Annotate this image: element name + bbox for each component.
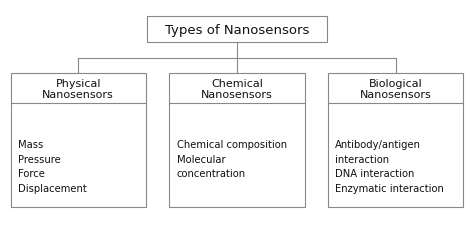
Text: Mass
Pressure
Force
Displacement: Mass Pressure Force Displacement: [18, 140, 87, 193]
Text: Chemical composition
Molecular
concentration: Chemical composition Molecular concentra…: [176, 140, 287, 178]
Text: Types of Nanosensors: Types of Nanosensors: [165, 24, 309, 36]
Bar: [170, 74, 304, 207]
Text: Chemical
Nanosensors: Chemical Nanosensors: [201, 78, 273, 100]
Text: Physical
Nanosensors: Physical Nanosensors: [42, 78, 114, 100]
Text: Antibody/antigen
interaction
DNA interaction
Enzymatic interaction: Antibody/antigen interaction DNA interac…: [336, 140, 444, 193]
Bar: [147, 17, 327, 43]
Bar: [11, 74, 146, 207]
Text: Biological
Nanosensors: Biological Nanosensors: [360, 78, 432, 100]
Bar: [328, 74, 464, 207]
